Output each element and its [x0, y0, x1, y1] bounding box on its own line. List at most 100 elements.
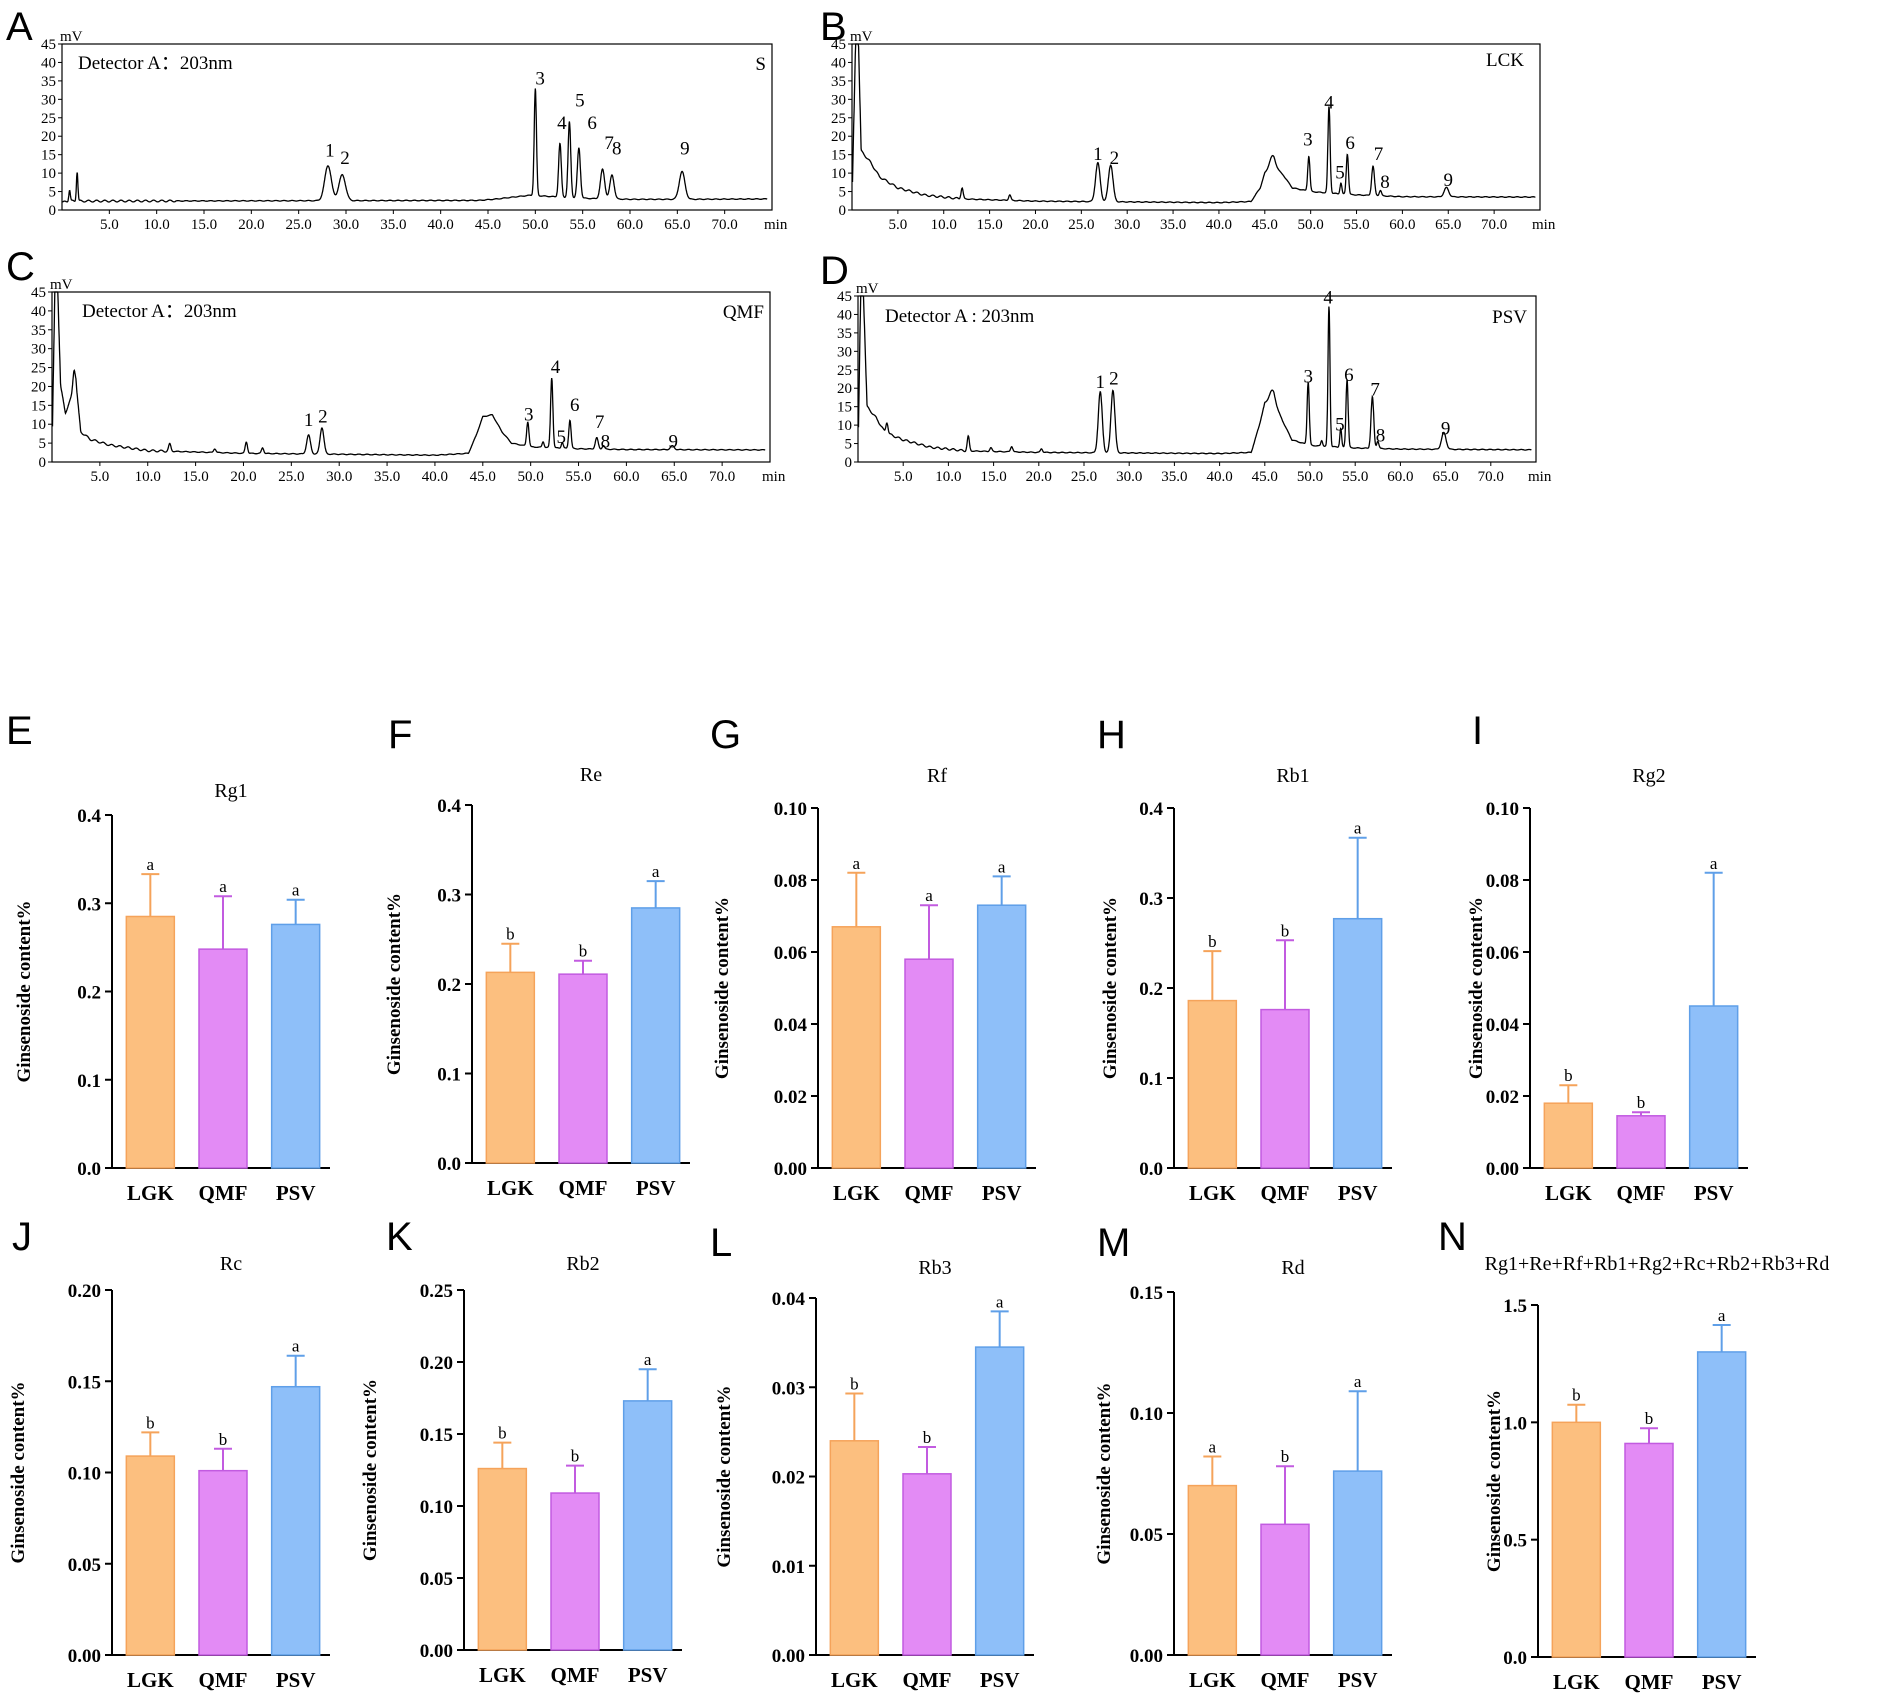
bar-psv — [630, 907, 681, 1164]
x-tick-label: 20.0 — [1026, 469, 1052, 485]
significance-letter: a — [652, 862, 660, 881]
y-tick-label: 0.05 — [68, 1555, 101, 1576]
y-axis-label: Ginsenoside content% — [8, 1381, 29, 1563]
bar-panel-h: H Rb1 0.0 0.1 0.2 0.3 0.4 Ginsenoside content% b… — [1097, 713, 1392, 1205]
y-axis-label: Ginsenoside content% — [360, 1379, 381, 1561]
peak-label: 2 — [340, 148, 350, 169]
x-tick-label: 15.0 — [980, 469, 1006, 485]
x-tick-label: 40.0 — [1206, 469, 1232, 485]
x-tick-label: 45.0 — [475, 217, 501, 233]
bar-panel-i: I Rg2 0.00 0.02 0.04 0.06 0.08 0.10 Ginsenoside … — [1466, 709, 1748, 1205]
x-axis-unit: min — [1532, 217, 1556, 233]
y-tick-label: 0.10 — [1130, 1404, 1163, 1425]
significance-letter: b — [1281, 921, 1290, 940]
y-tick-label: 0.15 — [1130, 1283, 1163, 1304]
y-tick-label: 15 — [41, 148, 56, 164]
category-label: PSV — [980, 1668, 1020, 1692]
panel-letter-d: D — [820, 249, 849, 293]
panel-letter-f: F — [388, 713, 412, 757]
peak-label: 9 — [669, 432, 679, 453]
y-tick-label: 0.00 — [68, 1646, 101, 1667]
y-tick-label: 10 — [31, 417, 46, 433]
x-tick-label: 65.0 — [661, 469, 687, 485]
y-axis-unit: mV — [60, 29, 83, 45]
bar-lgk — [485, 971, 536, 1164]
bar-psv — [1696, 1351, 1747, 1658]
category-label: PSV — [1338, 1668, 1378, 1692]
y-axis-label: Ginsenoside content% — [714, 1385, 735, 1567]
peak-label: 8 — [601, 432, 611, 453]
x-tick-label: 25.0 — [278, 469, 304, 485]
peak-label: 8 — [612, 139, 622, 160]
chart-title: Rg1 — [214, 780, 247, 802]
y-tick-label: 15 — [831, 148, 846, 164]
y-tick-label: 25 — [831, 111, 846, 127]
y-tick-label: 0.06 — [1486, 943, 1519, 964]
plot-frame — [851, 43, 1541, 211]
y-tick-label: 0.08 — [1486, 871, 1519, 892]
bar-lgk — [1551, 1421, 1602, 1658]
x-tick-label: 25.0 — [1068, 217, 1094, 233]
plot-frame — [61, 43, 773, 211]
y-tick-label: 5 — [839, 185, 847, 201]
category-label: PSV — [1702, 1670, 1742, 1694]
significance-letter: b — [850, 1374, 859, 1393]
y-tick-label: 0.10 — [774, 799, 807, 820]
bar-qmf — [1260, 1008, 1310, 1169]
panel-letter-e: E — [6, 709, 33, 753]
significance-letter: a — [925, 886, 933, 905]
bar-qmf — [1616, 1115, 1666, 1169]
category-label: LGK — [1189, 1668, 1236, 1692]
y-tick-label: 0.03 — [772, 1378, 805, 1399]
peak-label: 9 — [1441, 418, 1451, 439]
y-tick-label: 45 — [31, 285, 46, 301]
peak-label: 7 — [1370, 380, 1380, 401]
x-tick-label: 40.0 — [1206, 217, 1232, 233]
y-tick-label: 0.25 — [420, 1281, 453, 1302]
category-label: LGK — [127, 1181, 174, 1205]
y-tick-label: 0.20 — [420, 1353, 453, 1374]
x-tick-label: 5.0 — [894, 469, 913, 485]
category-label: PSV — [1338, 1181, 1378, 1205]
peak-label: 2 — [1109, 369, 1119, 390]
panel-letter-i: I — [1472, 709, 1483, 753]
y-tick-label: 0.00 — [1486, 1159, 1519, 1180]
bar-psv — [270, 923, 321, 1169]
panel-letter-n: N — [1438, 1215, 1467, 1259]
x-tick-label: 50.0 — [522, 217, 548, 233]
category-label: QMF — [1625, 1670, 1674, 1694]
x-tick-label: 40.0 — [422, 469, 448, 485]
x-tick-label: 55.0 — [1343, 217, 1369, 233]
significance-letter: a — [1710, 854, 1718, 873]
peak-label: 6 — [587, 113, 597, 134]
x-tick-label: 30.0 — [1114, 217, 1140, 233]
y-tick-label: 0.00 — [420, 1641, 453, 1662]
y-tick-label: 10 — [41, 166, 56, 182]
x-tick-label: 10.0 — [935, 469, 961, 485]
y-tick-label: 25 — [837, 363, 852, 379]
y-tick-label: 30 — [837, 344, 852, 360]
x-tick-label: 70.0 — [1478, 469, 1504, 485]
plot-frame — [51, 291, 771, 463]
bar-psv — [1332, 1470, 1383, 1656]
x-tick-label: 45.0 — [1252, 469, 1278, 485]
y-tick-label: 1.5 — [1503, 1296, 1527, 1317]
category-label: LGK — [479, 1663, 526, 1687]
y-tick-label: 25 — [31, 361, 46, 377]
y-tick-label: 5 — [49, 185, 57, 201]
x-tick-label: 30.0 — [326, 469, 352, 485]
y-tick-label: 30 — [41, 92, 56, 108]
significance-letter: a — [147, 855, 155, 874]
significance-letter: b — [146, 1413, 155, 1432]
y-tick-label: 0.04 — [772, 1289, 806, 1310]
y-tick-label: 30 — [831, 92, 846, 108]
x-tick-label: 20.0 — [230, 469, 256, 485]
peak-label: 6 — [1344, 365, 1354, 386]
y-tick-label: 0.10 — [1486, 799, 1519, 820]
panel-letter-h: H — [1097, 713, 1126, 757]
chart-title: Rd — [1281, 1257, 1304, 1279]
y-axis-label: Ginsenoside content% — [1100, 897, 1121, 1079]
